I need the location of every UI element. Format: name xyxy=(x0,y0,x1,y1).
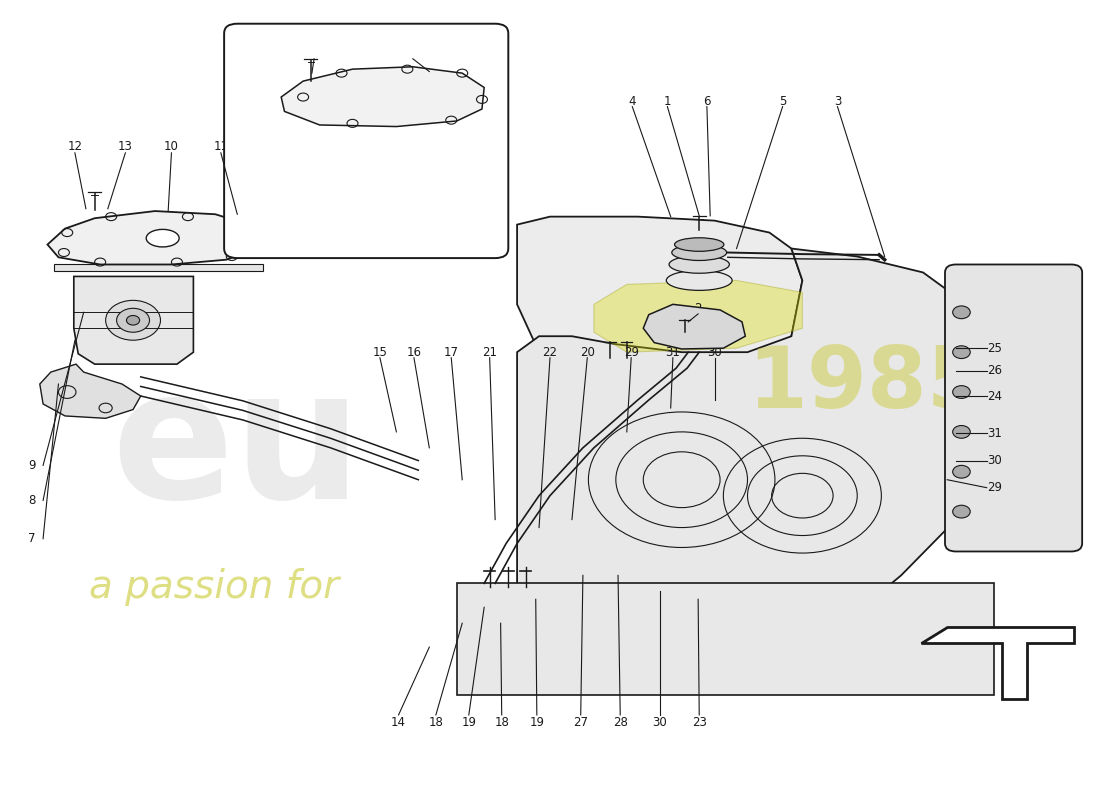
Text: 17: 17 xyxy=(443,346,459,358)
Text: eu: eu xyxy=(111,360,362,536)
Text: 1985: 1985 xyxy=(748,342,988,426)
Polygon shape xyxy=(921,627,1075,699)
Text: 22: 22 xyxy=(542,346,558,358)
Text: 20: 20 xyxy=(580,346,595,358)
Text: 14: 14 xyxy=(392,716,406,730)
Text: 24: 24 xyxy=(987,390,1002,402)
Polygon shape xyxy=(517,249,956,687)
Ellipse shape xyxy=(667,270,733,290)
Text: 19: 19 xyxy=(461,716,476,730)
Polygon shape xyxy=(594,281,802,352)
Text: 30: 30 xyxy=(652,716,667,730)
Text: 12: 12 xyxy=(67,140,82,153)
Text: 23: 23 xyxy=(692,716,706,730)
FancyBboxPatch shape xyxy=(54,264,263,271)
Text: 9: 9 xyxy=(29,459,36,472)
Polygon shape xyxy=(47,211,260,265)
Text: 16: 16 xyxy=(406,346,421,358)
Circle shape xyxy=(953,506,970,518)
Polygon shape xyxy=(517,217,802,384)
Text: 12: 12 xyxy=(307,46,321,60)
Text: 26: 26 xyxy=(987,364,1002,377)
Text: 27: 27 xyxy=(573,716,588,730)
Circle shape xyxy=(953,386,970,398)
Text: 3: 3 xyxy=(834,94,842,107)
Text: 10: 10 xyxy=(406,46,420,60)
Circle shape xyxy=(117,308,150,332)
FancyBboxPatch shape xyxy=(945,265,1082,551)
Text: 13: 13 xyxy=(118,140,133,153)
Text: 10: 10 xyxy=(164,140,179,153)
Circle shape xyxy=(106,300,161,340)
Text: 29: 29 xyxy=(624,346,639,358)
Polygon shape xyxy=(74,277,194,364)
Text: 31: 31 xyxy=(666,346,680,358)
Text: 8: 8 xyxy=(29,494,36,507)
Text: 15: 15 xyxy=(373,346,387,358)
Text: 30: 30 xyxy=(987,454,1002,467)
FancyBboxPatch shape xyxy=(224,24,508,258)
Text: 6: 6 xyxy=(703,94,711,107)
Text: 25: 25 xyxy=(987,342,1002,354)
Text: 19: 19 xyxy=(529,716,544,730)
Polygon shape xyxy=(40,364,141,418)
Text: 7: 7 xyxy=(29,532,36,546)
Ellipse shape xyxy=(146,230,179,247)
Text: 21: 21 xyxy=(482,346,497,358)
Circle shape xyxy=(953,466,970,478)
Text: 2: 2 xyxy=(694,302,702,315)
Text: 4: 4 xyxy=(628,94,636,107)
Circle shape xyxy=(953,306,970,318)
Circle shape xyxy=(953,346,970,358)
Text: 11: 11 xyxy=(213,140,229,153)
Ellipse shape xyxy=(672,245,727,261)
Polygon shape xyxy=(282,66,484,126)
Text: 31: 31 xyxy=(987,427,1002,440)
Text: 18: 18 xyxy=(494,716,509,730)
Circle shape xyxy=(126,315,140,325)
Text: Valid from engine Nr. 150388: Valid from engine Nr. 150388 xyxy=(315,194,492,204)
Text: Vale dal motore Nr. 150388: Vale dal motore Nr. 150388 xyxy=(315,176,481,186)
Ellipse shape xyxy=(674,238,724,251)
Circle shape xyxy=(953,426,970,438)
Text: 29: 29 xyxy=(987,481,1002,494)
Text: 18: 18 xyxy=(429,716,443,730)
Text: 28: 28 xyxy=(613,716,628,730)
Text: a passion for: a passion for xyxy=(89,568,339,606)
Ellipse shape xyxy=(669,256,729,274)
Text: 5: 5 xyxy=(779,94,786,107)
Text: 1: 1 xyxy=(663,94,671,107)
Text: 30: 30 xyxy=(707,346,722,358)
Polygon shape xyxy=(644,304,746,349)
FancyBboxPatch shape xyxy=(456,583,994,695)
